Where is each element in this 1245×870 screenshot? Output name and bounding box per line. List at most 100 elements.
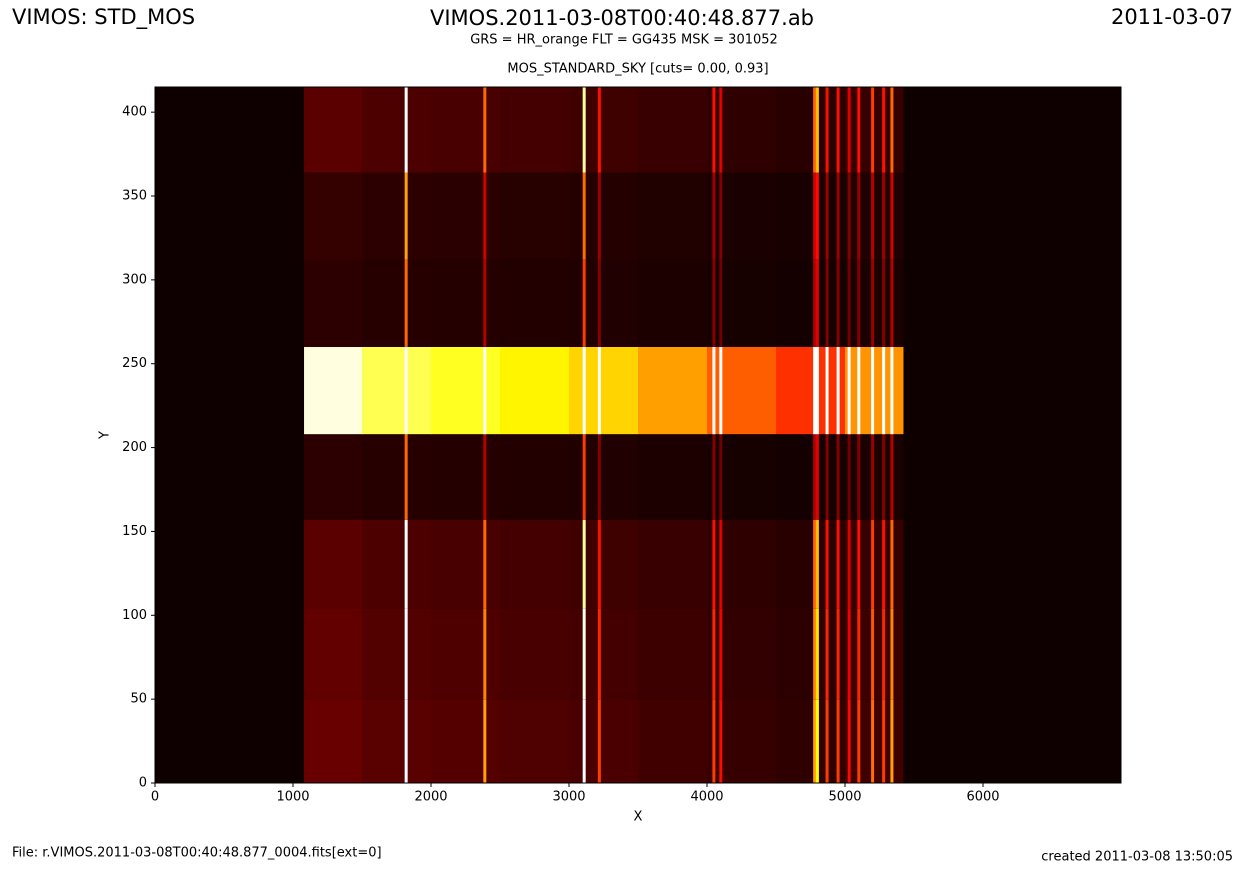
sky-line bbox=[836, 434, 840, 520]
sky-line bbox=[825, 519, 829, 609]
sky-line bbox=[404, 87, 408, 173]
sky-line bbox=[404, 519, 408, 609]
sky-line bbox=[813, 172, 817, 260]
footer-left: File: r.VIMOS.2011-03-08T00:40:48.877_00… bbox=[12, 846, 382, 861]
cell bbox=[500, 434, 570, 520]
sky-line bbox=[719, 608, 723, 700]
sky-line bbox=[597, 346, 601, 435]
sky-line bbox=[871, 434, 875, 520]
sky-line bbox=[483, 434, 487, 520]
y-axis-label: Y bbox=[98, 431, 113, 440]
sky-line bbox=[597, 87, 601, 173]
cell bbox=[431, 346, 501, 435]
sky-line bbox=[825, 434, 829, 520]
sky-line bbox=[712, 519, 716, 609]
sky-line bbox=[825, 87, 829, 173]
x-tick-label: 3000 bbox=[552, 790, 585, 805]
sky-line bbox=[719, 519, 723, 609]
sky-line bbox=[815, 259, 819, 347]
sky-line bbox=[882, 608, 886, 700]
cell bbox=[500, 87, 570, 173]
cell bbox=[776, 519, 846, 609]
sky-line bbox=[483, 699, 487, 783]
cell bbox=[304, 434, 363, 520]
sky-line bbox=[882, 259, 886, 347]
cell bbox=[569, 434, 639, 520]
subtitle: GRS = HR_orange FLT = GG435 MSK = 301052 bbox=[470, 33, 778, 48]
sky-line bbox=[582, 172, 586, 260]
cell bbox=[431, 259, 501, 347]
sky-line bbox=[712, 699, 716, 783]
x-axis-label: X bbox=[634, 810, 643, 825]
cell bbox=[707, 172, 777, 260]
cell bbox=[304, 259, 363, 347]
sky-line bbox=[847, 172, 851, 260]
chart-title: MOS_STANDARD_SKY [cuts= 0.00, 0.93] bbox=[507, 62, 768, 77]
sky-line bbox=[815, 87, 819, 173]
cell bbox=[431, 519, 501, 609]
sky-line bbox=[847, 699, 851, 783]
sky-line bbox=[847, 259, 851, 347]
sky-line bbox=[882, 172, 886, 260]
cell bbox=[569, 699, 639, 783]
cell bbox=[845, 699, 904, 783]
sky-line bbox=[871, 608, 875, 700]
cell bbox=[500, 608, 570, 700]
sky-line bbox=[847, 519, 851, 609]
header-left: VIMOS: STD_MOS bbox=[12, 5, 195, 30]
cell bbox=[638, 699, 708, 783]
cell bbox=[431, 172, 501, 260]
cell bbox=[362, 259, 432, 347]
sky-line bbox=[882, 87, 886, 173]
plot-frame bbox=[154, 86, 1122, 784]
sky-line bbox=[825, 346, 829, 435]
cell bbox=[500, 519, 570, 609]
sky-line bbox=[597, 259, 601, 347]
sky-line bbox=[719, 699, 723, 783]
sky-line bbox=[582, 699, 586, 783]
cell bbox=[638, 172, 708, 260]
header-center: VIMOS.2011-03-08T00:40:48.877.ab bbox=[430, 6, 814, 30]
cell bbox=[431, 87, 501, 173]
cell bbox=[707, 346, 777, 435]
sky-line bbox=[404, 608, 408, 700]
cell bbox=[362, 699, 432, 783]
y-tick-label: 200 bbox=[122, 440, 147, 455]
cell bbox=[431, 434, 501, 520]
x-tick-label: 5000 bbox=[828, 790, 861, 805]
sky-line bbox=[847, 87, 851, 173]
sky-line bbox=[483, 259, 487, 347]
sky-line bbox=[836, 259, 840, 347]
sky-line bbox=[815, 172, 819, 260]
sky-line bbox=[719, 87, 723, 173]
cell bbox=[845, 608, 904, 700]
cell bbox=[500, 346, 570, 435]
sky-line bbox=[890, 608, 894, 700]
x-tick-label: 1000 bbox=[276, 790, 309, 805]
sky-line bbox=[825, 172, 829, 260]
sky-line bbox=[483, 608, 487, 700]
sky-line bbox=[712, 434, 716, 520]
cell bbox=[431, 699, 501, 783]
sky-line bbox=[825, 259, 829, 347]
sky-line bbox=[813, 259, 817, 347]
y-tick-label: 250 bbox=[122, 356, 147, 371]
sky-line bbox=[857, 346, 861, 435]
sky-line bbox=[404, 434, 408, 520]
sky-line bbox=[813, 346, 817, 435]
footer-right: created 2011-03-08 13:50:05 bbox=[1041, 850, 1233, 865]
sky-line bbox=[597, 519, 601, 609]
sky-line bbox=[813, 87, 817, 173]
sky-line bbox=[813, 699, 817, 783]
sky-line bbox=[890, 434, 894, 520]
y-tick-label: 0 bbox=[139, 776, 147, 791]
cell bbox=[500, 259, 570, 347]
sky-line bbox=[836, 172, 840, 260]
cell bbox=[304, 87, 363, 173]
cell bbox=[707, 434, 777, 520]
sky-line bbox=[890, 699, 894, 783]
sky-line bbox=[712, 608, 716, 700]
cell bbox=[707, 608, 777, 700]
sky-line bbox=[404, 699, 408, 783]
x-tick-label: 6000 bbox=[966, 790, 999, 805]
